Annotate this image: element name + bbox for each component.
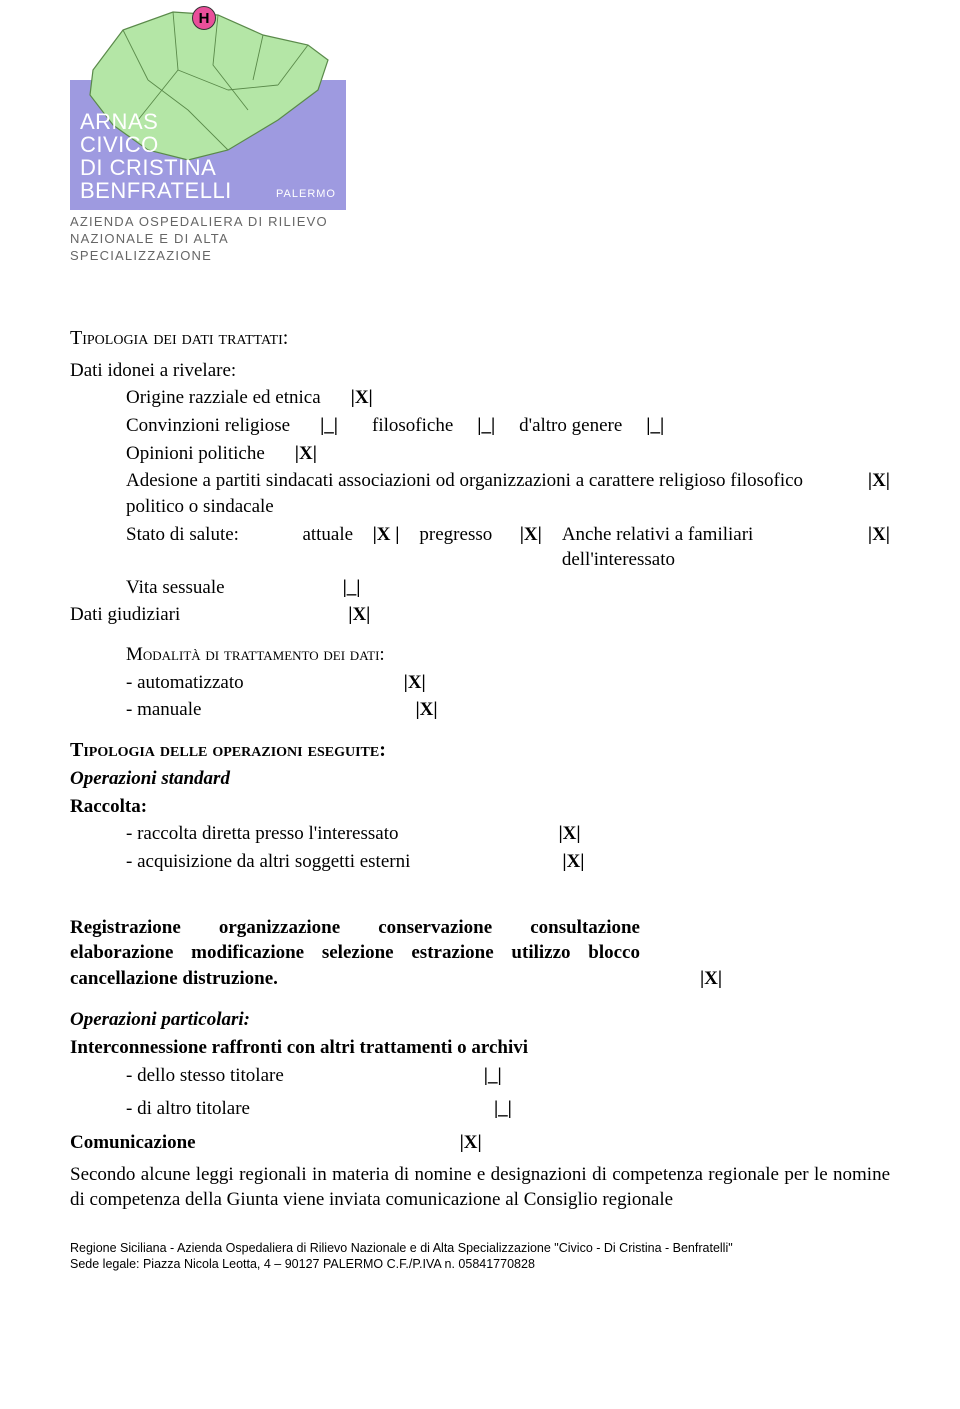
- section-title-tipologia-operazioni: Tipologia delle operazioni eseguite:: [70, 737, 890, 764]
- mark-adesione: |X|: [848, 468, 890, 494]
- label-altro-titolare: - di altro titolare: [126, 1096, 250, 1122]
- mark-stesso-titolare: |_|: [484, 1063, 502, 1089]
- label-opinioni: Opinioni politiche: [126, 441, 265, 467]
- label-stesso-titolare: - dello stesso titolare: [126, 1063, 284, 1089]
- mark-registrazione: |X|: [700, 966, 722, 992]
- mark-vita: |_|: [343, 575, 361, 601]
- row-raccolta-diretta: - raccolta diretta presso l'interessato …: [70, 821, 890, 847]
- label-operazioni-particolari: Operazioni particolari:: [70, 1007, 890, 1033]
- label-adesione-2: politico o sindacale: [126, 496, 274, 517]
- mark-anche: |X|: [848, 522, 890, 548]
- row-registrazione: Registrazione organizzazione conservazio…: [70, 915, 890, 992]
- sub-brand-line2: NAZIONALE E DI ALTA SPECIALIZZAZIONE: [70, 231, 370, 265]
- mark-pregresso: |X|: [520, 524, 542, 545]
- hospital-marker-icon: H: [192, 6, 216, 30]
- footer-line1: Regione Siciliana - Azienda Ospedaliera …: [70, 1241, 890, 1257]
- label-automatizzato: - automatizzato: [126, 670, 244, 696]
- label-stato: Stato di salute:: [126, 524, 239, 545]
- label-raccolta: Raccolta:: [70, 794, 890, 820]
- sub-brand-line1: AZIENDA OSPEDALIERA DI RILIEVO: [70, 214, 370, 231]
- label-giudiziari: Dati giudiziari: [70, 602, 180, 628]
- mark-opinioni: |X|: [295, 441, 317, 467]
- dati-idonei-label: Dati idonei a rivelare:: [70, 358, 890, 384]
- label-acquisizione: - acquisizione da altri soggetti esterni: [126, 849, 410, 875]
- row-origine: Origine razziale ed etnica |X|: [70, 385, 890, 411]
- label-comunicazione: Comunicazione: [70, 1130, 196, 1156]
- brand-line: ARNAS: [80, 110, 232, 133]
- brand-line: CIVICO: [80, 133, 232, 156]
- para-comunicazione: Secondo alcune leggi regionali in materi…: [70, 1162, 890, 1213]
- marker-letter: H: [199, 10, 210, 27]
- label-filosofiche: filosofiche: [372, 413, 453, 439]
- mark-acquisizione: |X|: [562, 849, 584, 875]
- row-comunicazione: Comunicazione |X|: [70, 1130, 890, 1156]
- footer: Regione Siciliana - Azienda Ospedaliera …: [70, 1241, 890, 1272]
- mark-conv-3: |_|: [646, 413, 664, 439]
- label-registrazione: Registrazione organizzazione conservazio…: [70, 915, 640, 992]
- mark-origine: |X|: [351, 385, 373, 411]
- section-title-modalita: Modalità di trattamento dei dati:: [70, 642, 890, 668]
- logo-map-box: H ARNAS CIVICO DI CRISTINA BENFRATELLI P…: [70, 0, 346, 210]
- mark-conv-2: |_|: [477, 413, 495, 439]
- mark-altro-titolare: |_|: [494, 1096, 512, 1122]
- mark-raccolta-diretta: |X|: [558, 821, 580, 847]
- row-stesso-titolare: - dello stesso titolare |_|: [70, 1063, 890, 1089]
- brand-text: ARNAS CIVICO DI CRISTINA BENFRATELLI: [80, 110, 232, 202]
- section-title-tipologia-dati: Tipologia dei dati trattati:: [70, 325, 890, 352]
- row-opinioni: Opinioni politiche |X|: [70, 441, 890, 467]
- row-stato: Stato di salute: attuale |X | pregresso …: [70, 522, 890, 573]
- row-altro-titolare: - di altro titolare |_|: [70, 1096, 890, 1122]
- label-convinzioni: Convinzioni religiose: [126, 413, 290, 439]
- label-pregresso: pregresso: [419, 524, 492, 545]
- label-vita: Vita sessuale: [126, 575, 225, 601]
- row-acquisizione: - acquisizione da altri soggetti esterni…: [70, 849, 890, 875]
- label-anche-relativi: Anche relativi a familiari dell'interess…: [562, 522, 848, 573]
- label-origine: Origine razziale ed etnica: [126, 385, 321, 411]
- mark-automatizzato: |X|: [404, 670, 426, 696]
- row-automatizzato: - automatizzato |X|: [70, 670, 890, 696]
- label-altro-genere: d'altro genere: [519, 413, 622, 439]
- row-giudiziari: Dati giudiziari |X|: [70, 602, 890, 628]
- row-convinzioni: Convinzioni religiose |_| filosofiche |_…: [70, 413, 890, 439]
- label-interconnessione: Interconnessione raffronti con altri tra…: [70, 1035, 890, 1061]
- footer-line2: Sede legale: Piazza Nicola Leotta, 4 – 9…: [70, 1257, 890, 1273]
- page: H ARNAS CIVICO DI CRISTINA BENFRATELLI P…: [0, 0, 960, 1312]
- logo-block: H ARNAS CIVICO DI CRISTINA BENFRATELLI P…: [70, 0, 370, 265]
- palermo-label: PALERMO: [276, 188, 336, 200]
- label-manuale: - manuale: [126, 697, 201, 723]
- mark-attuale: |X |: [373, 524, 400, 545]
- label-raccolta-diretta: - raccolta diretta presso l'interessato: [126, 821, 398, 847]
- mark-comunicazione: |X|: [460, 1130, 482, 1156]
- label-attuale: attuale: [302, 524, 353, 545]
- brand-line: DI CRISTINA: [80, 156, 232, 179]
- document-body: Tipologia dei dati trattati: Dati idonei…: [70, 325, 890, 1213]
- row-manuale: - manuale |X|: [70, 697, 890, 723]
- mark-giudiziari: |X|: [348, 602, 370, 628]
- label-adesione-1: Adesione a partiti sindacati associazion…: [126, 470, 803, 491]
- row-vita: Vita sessuale |_|: [70, 575, 890, 601]
- mark-manuale: |X|: [415, 697, 437, 723]
- row-adesione: Adesione a partiti sindacati associazion…: [70, 468, 890, 519]
- mark-conv-1: |_|: [320, 413, 338, 439]
- brand-line: BENFRATELLI: [80, 179, 232, 202]
- label-operazioni-standard: Operazioni standard: [70, 766, 890, 792]
